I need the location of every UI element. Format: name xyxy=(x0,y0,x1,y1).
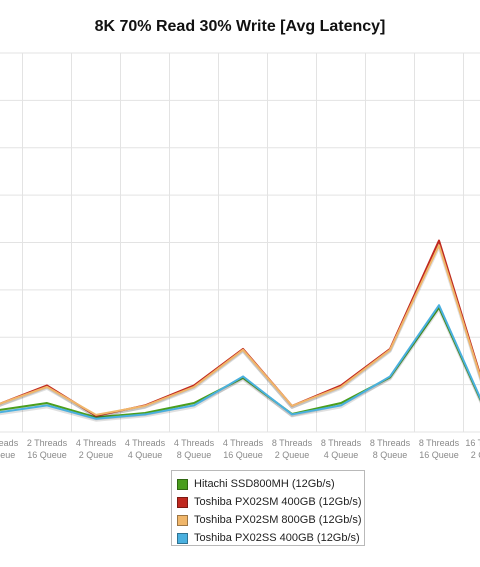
x-tick-label: 4 Threads 16 Queue xyxy=(223,438,264,460)
series-lines xyxy=(0,239,480,422)
x-tick-label: 4 Threads 8 Queue xyxy=(174,438,215,460)
legend-item: Hitachi SSD800MH (12Gb/s) xyxy=(177,475,364,493)
legend-swatch xyxy=(177,514,188,526)
legend-item: Toshiba PX02SM 800GB (12Gb/s) xyxy=(177,511,364,529)
legend-label: Toshiba PX02SS 400GB (12Gb/s) xyxy=(194,532,360,544)
legend-item: Toshiba PX02SS 400GB (12Gb/s) xyxy=(177,529,364,547)
x-tick-label: 8 Threads 4 Queue xyxy=(321,438,362,460)
x-tick-label: 8 Threads 16 Queue xyxy=(419,438,460,460)
x-tick-label: 2 Threads 16 Queue xyxy=(27,438,68,460)
legend: Hitachi SSD800MH (12Gb/s) Toshiba PX02SM … xyxy=(171,470,365,546)
grid-lines xyxy=(0,52,480,433)
x-tick-label: 4 Threads 2 Queue xyxy=(76,438,117,460)
x-tick-label: 8 Threads 8 Queue xyxy=(370,438,411,460)
legend-swatch xyxy=(177,478,188,490)
legend-label: Hitachi SSD800MH (12Gb/s) xyxy=(194,478,335,490)
x-tick-label: 8 Threads 2 Queue xyxy=(272,438,313,460)
chart-title: 8K 70% Read 30% Write [Avg Latency] xyxy=(94,18,386,35)
legend-label: Toshiba PX02SM 400GB (12Gb/s) xyxy=(194,496,362,508)
legend-item: Toshiba PX02SM 400GB (12Gb/s) xyxy=(177,493,364,511)
series-line-2 xyxy=(0,244,480,416)
legend-label: Toshiba PX02SM 800GB (12Gb/s) xyxy=(194,514,362,526)
legend-swatch xyxy=(177,496,188,508)
legend-swatch xyxy=(177,532,188,544)
series-line-3 xyxy=(0,304,480,420)
x-tick-label: 4 Threads 4 Queue xyxy=(125,438,166,460)
